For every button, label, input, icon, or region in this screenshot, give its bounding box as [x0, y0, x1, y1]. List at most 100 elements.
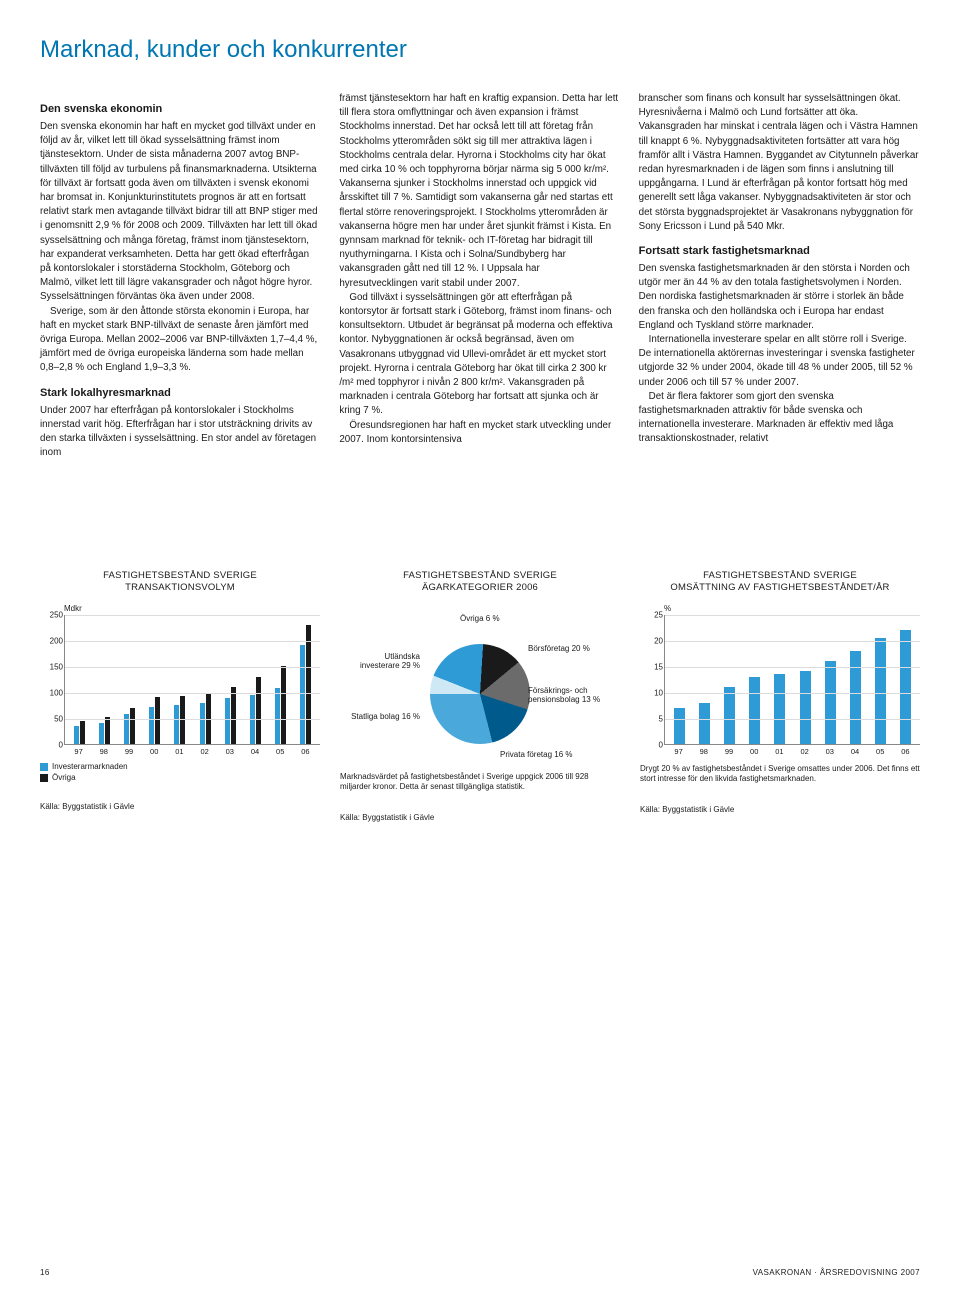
x-tick-label: 04: [842, 747, 867, 756]
footer-brand: VASAKRONAN · ÅRSREDOVISNING 2007: [753, 1268, 920, 1277]
col3-heading-1: Fortsatt stark fastighetsmarknad: [639, 244, 920, 260]
pie-slice-label: Statliga bolag 16 %: [340, 712, 420, 721]
bar-group: [692, 703, 717, 745]
col1-para-1: Den svenska ekonomin har haft en mycket …: [40, 120, 321, 305]
x-tick-label: 06: [293, 747, 318, 756]
y-tick-label: 10: [643, 689, 663, 698]
chart-3-title: FASTIGHETSBESTÅND SVERIGEOMSÄTTNING AV F…: [640, 570, 920, 594]
x-tick-label: 99: [716, 747, 741, 756]
swatch-icon: [40, 774, 48, 782]
page-number: 16: [40, 1268, 50, 1277]
chart-3-xaxis: 97989900010203040506: [664, 745, 920, 756]
chart-2-source: Källa: Byggstatistik i Gävle: [340, 813, 620, 822]
page-title: Marknad, kunder och konkurrenter: [40, 36, 920, 64]
y-tick-label: 250: [43, 611, 63, 620]
bar: [749, 677, 760, 745]
bar: [800, 671, 811, 744]
x-tick-label: 05: [868, 747, 893, 756]
col3-para-3: Internationella investerare spelar en al…: [639, 333, 920, 390]
pie-slice-label: Börsföretag 20 %: [528, 644, 590, 653]
bar-group: [293, 625, 318, 745]
chart-1-title: FASTIGHETSBESTÅND SVERIGETRANSAKTIONSVOL…: [40, 570, 320, 594]
column-2: främst tjänstesektorn har haft en krafti…: [339, 92, 620, 460]
x-tick-label: 98: [691, 747, 716, 756]
bar-group: [243, 677, 268, 745]
bar-group: [268, 666, 293, 744]
chart-1-unit: Mdkr: [64, 604, 320, 613]
bar: [825, 661, 836, 744]
pie-slice-label: Försäkrings- ochpensionsbolag 13 %: [528, 686, 600, 704]
x-tick-label: 06: [893, 747, 918, 756]
x-tick-label: 97: [66, 747, 91, 756]
bar-group: [117, 708, 142, 744]
bar-series-a: [200, 703, 205, 745]
pie-slice-label: Övriga 6 %: [460, 614, 500, 623]
bar-group: [742, 677, 767, 745]
bar-series-a: [74, 726, 79, 744]
bar-series-a: [149, 707, 154, 744]
bar-series-a: [225, 698, 230, 744]
pie-slice-label: Utländskainvesterare 29 %: [340, 652, 420, 670]
bar-series-a: [174, 705, 179, 744]
bar: [850, 651, 861, 745]
chart-2: FASTIGHETSBESTÅND SVERIGEÄGARKATEGORIER …: [340, 570, 620, 822]
legend-label: Övriga: [52, 773, 76, 782]
swatch-icon: [40, 763, 48, 771]
bar-group: [717, 687, 742, 744]
y-tick-label: 5: [643, 715, 663, 724]
x-tick-label: 99: [116, 747, 141, 756]
bar: [900, 630, 911, 744]
bar-series-b: [281, 666, 286, 744]
y-tick-label: 50: [43, 715, 63, 724]
column-1: Den svenska ekonomin Den svenska ekonomi…: [40, 92, 321, 460]
y-tick-label: 15: [643, 663, 663, 672]
bar-series-a: [275, 688, 280, 744]
charts-row: FASTIGHETSBESTÅND SVERIGETRANSAKTIONSVOL…: [40, 570, 920, 822]
bar-group: [868, 638, 893, 745]
bar: [674, 708, 685, 744]
bar-series-b: [155, 697, 160, 744]
bar-series-a: [300, 645, 305, 744]
bar-group: [92, 717, 117, 744]
x-tick-label: 04: [242, 747, 267, 756]
chart-1-legend: Investerarmarknaden Övriga: [40, 762, 320, 782]
x-tick-label: 02: [192, 747, 217, 756]
bar-series-b: [256, 677, 261, 745]
chart-1: FASTIGHETSBESTÅND SVERIGETRANSAKTIONSVOL…: [40, 570, 320, 822]
bar-group: [792, 671, 817, 744]
chart-3-caption: Drygt 20 % av fastighetsbeståndet i Sver…: [640, 764, 920, 785]
col3-para-1: branscher som finans och konsult har sys…: [639, 92, 920, 234]
y-tick-label: 0: [643, 741, 663, 750]
chart-2-area: Övriga 6 % Börsföretag 20 % Försäkrings- o…: [340, 604, 620, 764]
x-tick-label: 02: [792, 747, 817, 756]
col1-heading-2: Stark lokalhyresmarknad: [40, 386, 321, 402]
col2-para-2: God tillväxt i sysselsättningen gör att …: [339, 291, 620, 419]
bar-group: [843, 651, 868, 745]
chart-3-area: 0510152025: [664, 615, 920, 745]
y-tick-label: 150: [43, 663, 63, 672]
bar-series-b: [130, 708, 135, 744]
chart-1-xaxis: 97989900010203040506: [64, 745, 320, 756]
text-columns: Den svenska ekonomin Den svenska ekonomi…: [40, 92, 920, 460]
legend-label: Investerarmarknaden: [52, 762, 128, 771]
bar-group: [767, 674, 792, 744]
bar-group: [667, 708, 692, 744]
bar-group: [893, 630, 918, 744]
chart-3: FASTIGHETSBESTÅND SVERIGEOMSÄTTNING AV F…: [640, 570, 920, 822]
bar-series-b: [105, 717, 110, 744]
y-tick-label: 100: [43, 689, 63, 698]
chart-1-area: 050100150200250: [64, 615, 320, 745]
col2-para-1: främst tjänstesektorn har haft en krafti…: [339, 92, 620, 291]
bar: [875, 638, 886, 745]
x-tick-label: 03: [217, 747, 242, 756]
x-tick-label: 00: [742, 747, 767, 756]
pie-chart: [430, 644, 530, 744]
y-tick-label: 200: [43, 637, 63, 646]
bar-group: [218, 687, 243, 744]
bar-group: [67, 721, 92, 744]
chart-3-unit: %: [664, 604, 920, 613]
page-footer: 16 VASAKRONAN · ÅRSREDOVISNING 2007: [40, 1268, 920, 1277]
bar-series-a: [99, 723, 104, 744]
col2-para-3: Öresundsregionen har haft en mycket star…: [339, 419, 620, 447]
x-tick-label: 98: [91, 747, 116, 756]
